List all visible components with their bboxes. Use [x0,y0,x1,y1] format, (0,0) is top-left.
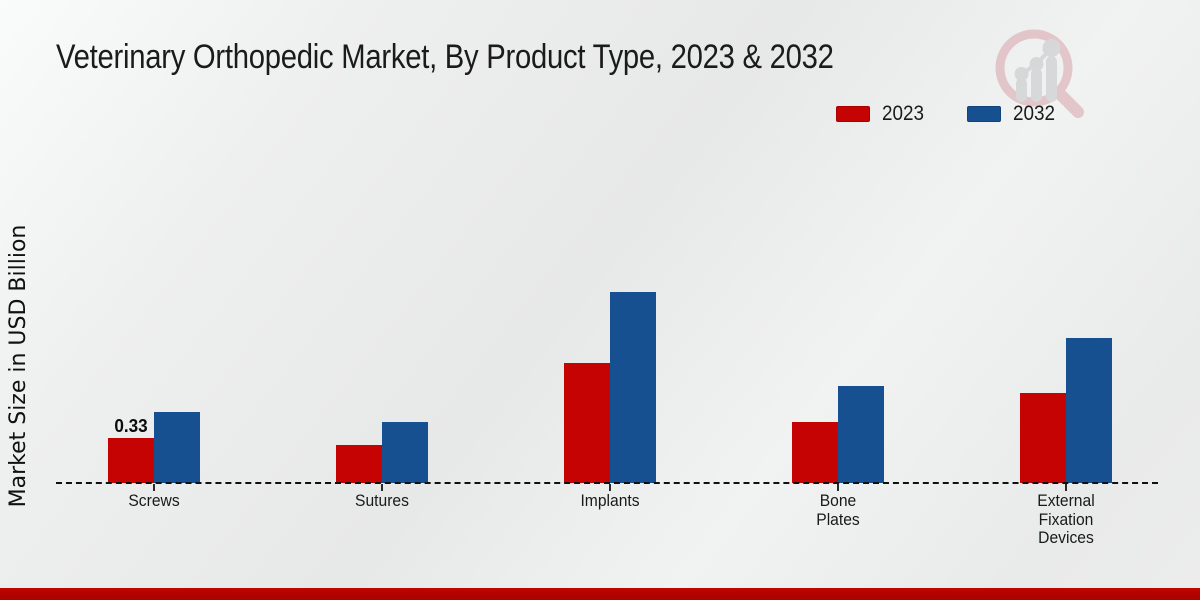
x-axis-label-bone-plates: Bone Plates [816,491,860,529]
legend-item-2023: 2023 [836,102,929,126]
bar-2023-implants [564,363,610,483]
bar-2032-screws [154,412,200,483]
x-axis-tick [153,484,155,491]
legend-label-2032: 2032 [1012,102,1055,125]
x-axis-tick [837,484,839,491]
legend-swatch-2023 [836,106,870,122]
legend-item-2032: 2032 [966,102,1060,126]
x-axis-label-sutures: Sutures [355,491,409,510]
bar-2023-sutures [336,445,382,483]
x-axis-tick [381,484,383,491]
x-axis-label-screws: Screws [128,491,180,510]
bar-2032-bone-plates [838,386,884,483]
bar-2023-screws [108,438,154,483]
bar-2032-external-fixation-devices [1066,338,1112,483]
bar-value-label: 0.33 [114,416,148,436]
bar-2023-external-fixation-devices [1020,393,1066,483]
legend-swatch-2032 [966,106,1001,122]
x-axis-label-external-fixation-devices: External Fixation Devices [1037,491,1095,547]
chart-title: Veterinary Orthopedic Market, By Product… [56,38,834,76]
footer-accent-bar [0,588,1200,600]
bar-2032-sutures [382,422,428,483]
x-axis-tick [1065,484,1067,491]
x-axis-label-implants: Implants [580,491,640,510]
bar-2032-implants [610,292,656,483]
x-axis-tick [609,484,611,491]
x-axis-baseline [56,482,1158,484]
legend: 2023 2032 [836,102,1059,126]
magnifier-bar-chart-logo-icon [995,29,1084,118]
bar-2023-bone-plates [792,422,838,483]
legend-label-2023: 2023 [882,102,925,125]
